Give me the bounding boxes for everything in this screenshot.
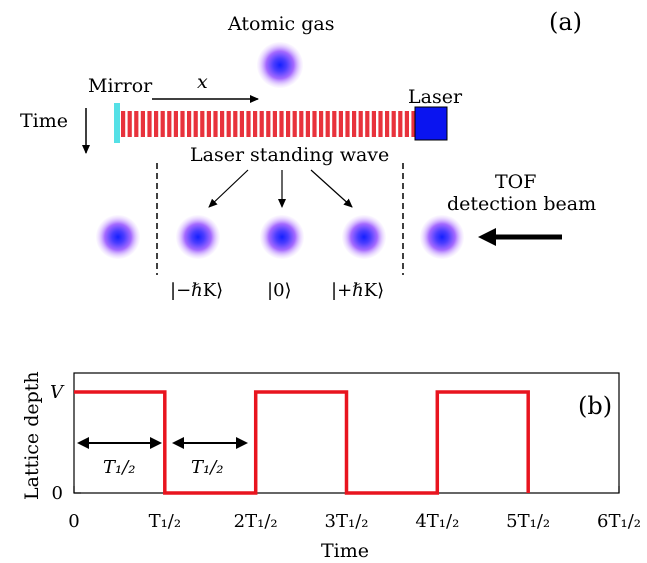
standing-wave-fringe [239, 111, 244, 137]
tof-label-line1: TOF [495, 171, 536, 193]
atomic-gas-cloud [257, 42, 303, 88]
atom-cloud-outer-right [420, 215, 464, 259]
standing-wave-fringe [279, 111, 284, 137]
standing-wave-fringe [352, 111, 357, 137]
y-axis-label: Lattice depth [21, 371, 43, 500]
standing-wave-fringe [220, 111, 225, 137]
panel-a: (a) Atomic gas Mirror x Laser Time Laser… [20, 8, 596, 301]
standing-wave-fringe [338, 111, 343, 137]
standing-wave-fringe [272, 111, 277, 137]
standing-wave-fringe [253, 111, 258, 137]
standing-wave-fringe [266, 111, 271, 137]
standing-wave-fringe [299, 111, 304, 137]
standing-wave-fringe [259, 111, 264, 137]
interval-arrow-1-head-right [150, 437, 162, 449]
y-ticks: 0V [50, 382, 81, 504]
standing-wave-fringe [319, 111, 324, 137]
standing-wave-fringe [121, 111, 126, 137]
standing-wave-fringe [173, 111, 178, 137]
atom-cloud-zero [260, 215, 304, 259]
standing-wave-fringe [206, 111, 211, 137]
state-label-plus-hk: |+ℏK⟩ [331, 280, 384, 301]
interval-label-2: T₁/₂ [191, 457, 224, 478]
standing-wave-fringe [292, 111, 297, 137]
laser-standing-wave [121, 111, 416, 137]
atom-cloud-plus-hk [342, 215, 386, 259]
x-tick-label: 0 [68, 511, 79, 532]
standing-wave-fringe [345, 111, 350, 137]
standing-wave-fringe [391, 111, 396, 137]
standing-wave-fringe [187, 111, 192, 137]
state-label-minus-hk: |−ℏK⟩ [170, 280, 223, 301]
mirror [114, 103, 120, 143]
lattice-depth-line [74, 390, 530, 495]
interval-arrow-2-head-left [172, 437, 184, 449]
standing-wave-fringe [246, 111, 251, 137]
standing-wave-fringe [180, 111, 185, 137]
standing-wave-fringe [378, 111, 383, 137]
x-tick-label: 6T₁/₂ [597, 511, 641, 532]
standing-wave-fringe [371, 111, 376, 137]
standing-wave-fringe [286, 111, 291, 137]
mirror-label: Mirror [88, 75, 153, 97]
standing-wave-fringe [160, 111, 165, 137]
standing-wave-fringe [167, 111, 172, 137]
standing-wave-fringe [358, 111, 363, 137]
x-tick-label: 2T₁/₂ [234, 511, 278, 532]
standing-wave-fringe [134, 111, 139, 137]
standing-wave-fringe [226, 111, 231, 137]
laser-source [414, 106, 448, 141]
time-label: Time [20, 110, 68, 132]
standing-wave-fringe [385, 111, 390, 137]
interval-arrow-2-head-right [236, 437, 248, 449]
tof-label-line2: detection beam [447, 193, 596, 215]
y-tick-label: 0 [52, 483, 63, 504]
x-tick-label: 5T₁/₂ [506, 511, 550, 532]
x-axis-label: Time [321, 540, 369, 562]
x-axis-label: x [197, 71, 208, 93]
x-ticks: 0 T₁/₂ 2T₁/₂ 3T₁/₂ 4T₁/₂ 5T₁/₂ 6T₁/₂ [68, 486, 641, 532]
panel-b: 0 T₁/₂ 2T₁/₂ 3T₁/₂ 4T₁/₂ 5T₁/₂ 6T₁/₂ 0V (b) La… [21, 371, 641, 562]
diffraction-arrow-right [310, 169, 353, 208]
interval-label-1: T₁/₂ [103, 457, 136, 478]
standing-wave-fringe [213, 111, 218, 137]
atomic-gas-label: Atomic gas [227, 13, 334, 35]
standing-wave-fringe [312, 111, 317, 137]
standing-wave-label: Laser standing wave [190, 144, 389, 166]
standing-wave-fringe [404, 111, 409, 137]
standing-wave-fringe [398, 111, 403, 137]
standing-wave-fringe [325, 111, 330, 137]
x-tick-label: 3T₁/₂ [325, 511, 369, 532]
atom-cloud-outer-left [96, 215, 140, 259]
standing-wave-fringe [411, 111, 416, 137]
standing-wave-fringe [233, 111, 238, 137]
x-tick-label: 4T₁/₂ [415, 511, 459, 532]
y-tick-label: V [50, 382, 65, 403]
standing-wave-fringe [140, 111, 145, 137]
laser-label: Laser [408, 86, 463, 108]
x-tick-label: T₁/₂ [149, 511, 182, 532]
panel-b-label: (b) [578, 392, 612, 420]
standing-wave-fringe [127, 111, 132, 137]
tof-detection-arrowhead [478, 228, 496, 246]
panel-a-label: (a) [549, 8, 582, 36]
state-label-zero: |0⟩ [267, 280, 292, 301]
standing-wave-fringe [154, 111, 159, 137]
standing-wave-fringe [365, 111, 370, 137]
atom-cloud-minus-hk [176, 215, 220, 259]
diffraction-arrow-left [208, 169, 249, 208]
standing-wave-fringe [193, 111, 198, 137]
standing-wave-fringe [200, 111, 205, 137]
standing-wave-fringe [332, 111, 337, 137]
interval-arrow-1-head-left [77, 437, 89, 449]
standing-wave-fringe [147, 111, 152, 137]
standing-wave-fringe [305, 111, 310, 137]
